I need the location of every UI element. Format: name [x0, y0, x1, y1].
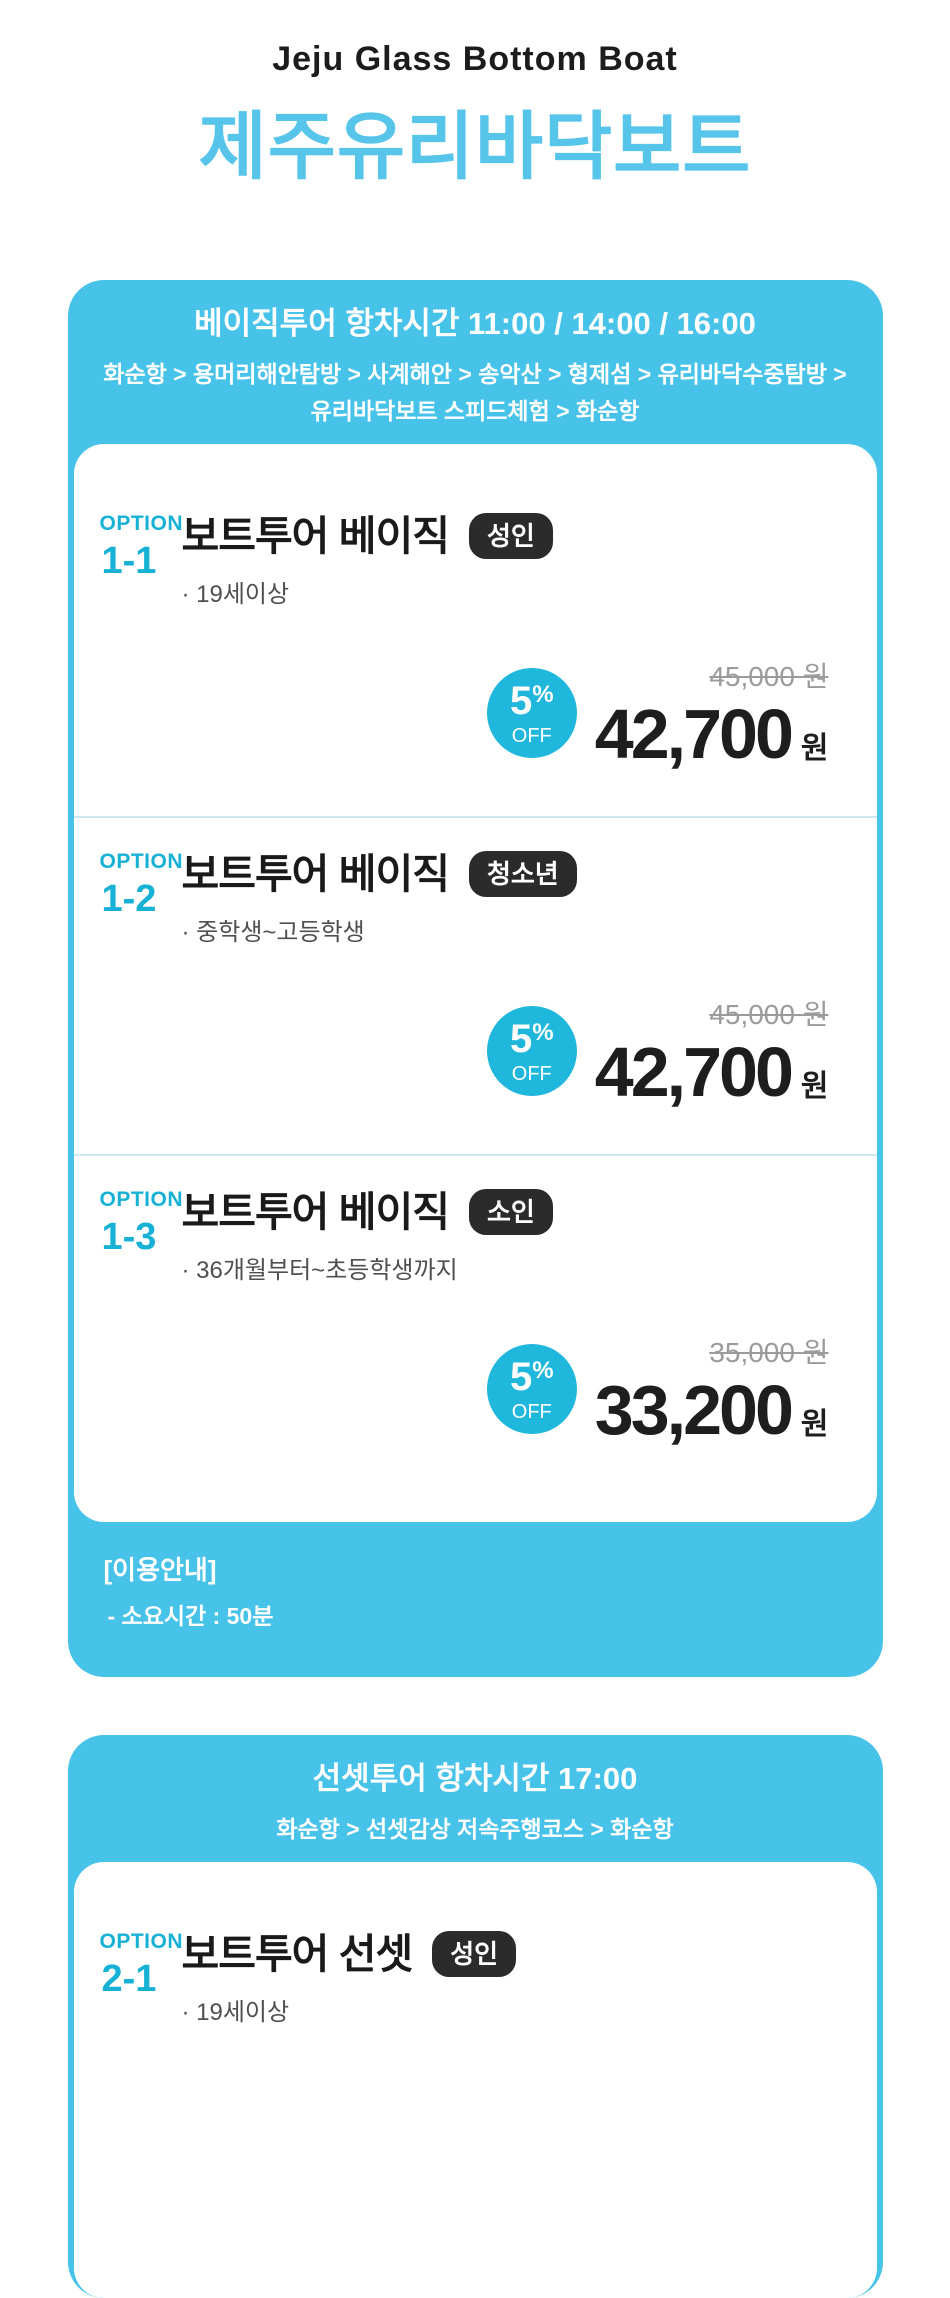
- usage-notice-item: - 소요시간 : 50분: [107, 1603, 274, 1629]
- option-number: 1-1: [101, 540, 157, 582]
- option-content: 보트투어 베이직 성인 · 19세이상 5 % OFF 45,000: [182, 510, 837, 771]
- option-content: 보트투어 베이직 소인 · 36개월부터~초등학생까지 5 % OFF 35: [182, 1186, 837, 1447]
- option-title-row: 보트투어 선셋 성인: [182, 1928, 837, 1980]
- sunset-tour-schedule-title: 선셋투어 항차시간 17:00: [312, 1761, 638, 1796]
- price-block: 5 % OFF 35,000 원 33,200 원: [182, 1331, 837, 1447]
- discounted-price: 42,700: [594, 695, 794, 773]
- discount-badge: 5 % OFF: [486, 1344, 577, 1434]
- option-number-column: OPTION 1-3: [99, 1186, 184, 1447]
- option-label: OPTION: [99, 512, 184, 535]
- option-description: · 19세이상: [181, 581, 290, 608]
- english-title: Jeju Glass Bottom Boat: [272, 40, 678, 78]
- price-column: 45,000 원 42,700 원: [595, 993, 829, 1109]
- currency-label: 원: [800, 732, 829, 765]
- price-block: 5 % OFF 45,000 원 42,700 원: [182, 993, 837, 1109]
- option-row-1-3: OPTION 1-3 보트투어 베이직 소인 · 36개월부터~초등학생까지 5…: [73, 1154, 877, 1492]
- usage-notice-title: [이용안내]: [103, 1555, 217, 1585]
- option-title: 보트투어 베이직: [181, 1189, 450, 1235]
- option-title: 보트투어 선셋: [181, 1931, 414, 1977]
- option-row-1-2: OPTION 1-2 보트투어 베이직 청소년 · 중학생~고등학생 5 % O…: [73, 816, 877, 1154]
- basic-tour-schedule-title: 베이직투어 항차시간 11:00 / 14:00 / 16:00: [194, 306, 756, 341]
- option-description: · 19세이상: [181, 1999, 290, 2026]
- age-badge: 성인: [432, 1931, 517, 1977]
- discount-badge: 5 % OFF: [486, 1006, 577, 1096]
- route-line: 화순항 > 용머리해안탐방 > 사계해안 > 송악산 > 형제섬 > 유리바닥수…: [103, 361, 847, 387]
- korean-title: 제주유리바닥보트: [198, 105, 752, 188]
- option-number-column: OPTION 1-2: [99, 848, 184, 1109]
- discount-off-label: OFF: [511, 724, 552, 747]
- currency-label: 원: [800, 1408, 829, 1441]
- option-content: 보트투어 베이직 청소년 · 중학생~고등학생 5 % OFF 45,000: [182, 848, 837, 1109]
- option-number: 1-2: [101, 878, 157, 920]
- page-header: Jeju Glass Bottom Boat 제주유리바닥보트: [0, 0, 950, 194]
- option-number: 2-1: [101, 1958, 157, 2000]
- discount-percent: 5 %: [509, 678, 554, 723]
- age-badge: 소인: [468, 1189, 553, 1235]
- option-row-2-1: OPTION 2-1 보트투어 선셋 성인 · 19세이상: [74, 1898, 877, 2072]
- discounted-price: 33,200: [594, 1371, 794, 1449]
- route-line: 화순항 > 선셋감상 저속주행코스 > 화순항: [276, 1816, 674, 1842]
- discounted-price-row: 42,700 원: [595, 1035, 829, 1109]
- price-block: 5 % OFF 45,000 원 42,700 원: [182, 655, 837, 771]
- route-line: 유리바닥보트 스피드체험 > 화순항: [310, 398, 640, 424]
- price-column: 45,000 원 42,700 원: [595, 655, 829, 771]
- usage-notice: [이용안내] - 소요시간 : 50분: [68, 1522, 883, 1677]
- option-title-row: 보트투어 베이직 청소년: [182, 848, 837, 900]
- option-description: · 36개월부터~초등학생까지: [181, 1257, 458, 1284]
- option-label: OPTION: [99, 1188, 184, 1211]
- discounted-price-row: 33,200 원: [595, 1373, 829, 1447]
- discount-percent: 5 %: [509, 1016, 554, 1061]
- discount-percent: 5 %: [509, 1354, 554, 1399]
- age-badge: 청소년: [468, 851, 577, 897]
- option-label: OPTION: [99, 850, 184, 873]
- option-number-column: OPTION 2-1: [99, 1928, 184, 2027]
- sunset-tour-route: 화순항 > 선셋감상 저속주행코스 > 화순항: [68, 1811, 883, 1848]
- option-title-row: 보트투어 베이직 성인: [182, 510, 837, 562]
- discount-badge: 5 % OFF: [486, 668, 577, 758]
- sunset-tour-options-card: OPTION 2-1 보트투어 선셋 성인 · 19세이상: [73, 1862, 877, 2298]
- option-number: 1-3: [101, 1216, 157, 1258]
- option-content: 보트투어 선셋 성인 · 19세이상: [182, 1928, 837, 2027]
- option-label: OPTION: [99, 1930, 184, 1953]
- price-column: 35,000 원 33,200 원: [595, 1331, 829, 1447]
- option-row-1-1: OPTION 1-1 보트투어 베이직 성인 · 19세이상 5 % OFF: [74, 480, 877, 816]
- age-badge: 성인: [468, 513, 553, 559]
- original-price: 45,000 원: [709, 661, 829, 692]
- original-price: 45,000 원: [709, 999, 829, 1030]
- basic-tour-box: 베이직투어 항차시간 11:00 / 14:00 / 16:00 화순항 > 용…: [67, 280, 883, 1677]
- original-price: 35,000 원: [709, 1337, 829, 1368]
- option-number-column: OPTION 1-1: [99, 510, 184, 771]
- option-title: 보트투어 베이직: [181, 851, 450, 897]
- discount-off-label: OFF: [511, 1400, 552, 1423]
- discounted-price: 42,700: [594, 1033, 794, 1111]
- basic-tour-route: 화순항 > 용머리해안탐방 > 사계해안 > 송악산 > 형제섬 > 유리바닥수…: [68, 356, 883, 430]
- sunset-tour-box: 선셋투어 항차시간 17:00 화순항 > 선셋감상 저속주행코스 > 화순항 …: [67, 1735, 883, 2298]
- basic-tour-options-card: OPTION 1-1 보트투어 베이직 성인 · 19세이상 5 % OFF: [73, 444, 877, 1522]
- option-description: · 중학생~고등학생: [181, 919, 365, 946]
- discount-off-label: OFF: [511, 1062, 552, 1085]
- option-title: 보트투어 베이직: [181, 513, 450, 559]
- discounted-price-row: 42,700 원: [595, 697, 829, 771]
- option-title-row: 보트투어 베이직 소인: [182, 1186, 837, 1238]
- currency-label: 원: [800, 1070, 829, 1103]
